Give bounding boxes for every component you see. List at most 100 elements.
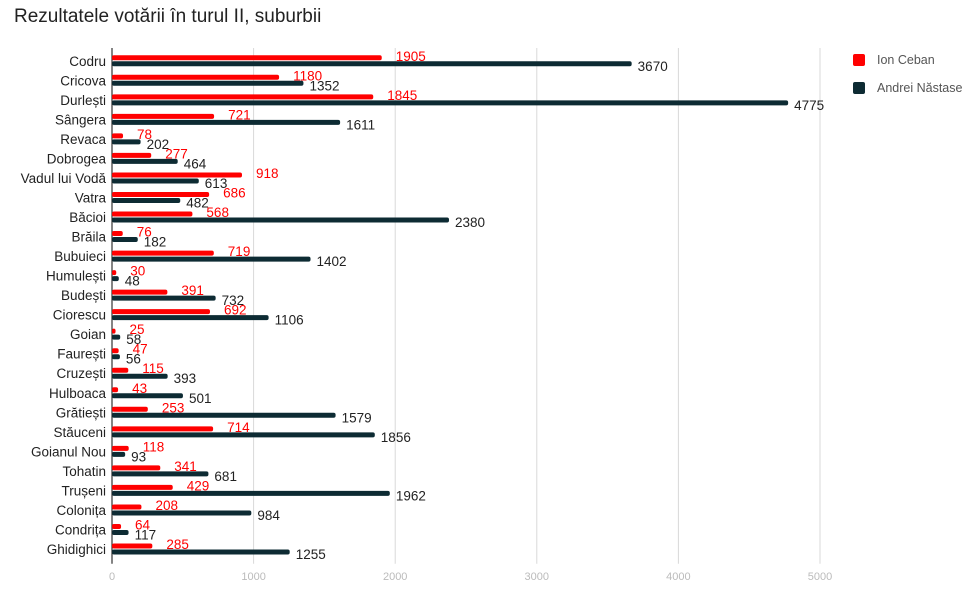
data-label-andrei-nastase: 58	[126, 332, 141, 347]
x-tick-label: 3000	[525, 571, 549, 583]
bar-ion-ceban	[112, 289, 168, 295]
data-label-ion-ceban: 64	[135, 517, 151, 532]
category-label: Băcioi	[69, 210, 106, 225]
category-label: Stăuceni	[53, 425, 106, 440]
bar-ion-ceban	[112, 484, 173, 490]
bar-andrei-nastase	[112, 354, 120, 360]
bar-ion-ceban	[112, 270, 117, 276]
bar-ion-ceban	[112, 94, 374, 100]
data-label-ion-ceban: 115	[142, 361, 164, 376]
category-label: Colonița	[56, 503, 106, 518]
data-label-andrei-nastase: 1962	[396, 488, 426, 503]
bar-ion-ceban	[112, 465, 161, 471]
category-label: Ghidighici	[47, 542, 106, 557]
data-label-ion-ceban: 721	[228, 107, 251, 122]
data-label-andrei-nastase: 1856	[381, 430, 411, 445]
data-label-ion-ceban: 47	[133, 342, 148, 357]
data-label-andrei-nastase: 501	[189, 391, 212, 406]
bar-ion-ceban	[112, 250, 214, 256]
bar-andrei-nastase	[112, 295, 216, 301]
bar-andrei-nastase	[112, 276, 119, 282]
bar-ion-ceban	[112, 348, 119, 354]
x-tick-label: 4000	[666, 571, 690, 583]
bar-andrei-nastase	[112, 197, 181, 203]
bar-andrei-nastase	[112, 471, 209, 477]
category-label: Faurești	[57, 347, 106, 362]
bar-ion-ceban	[112, 543, 153, 549]
bar-andrei-nastase	[112, 237, 138, 243]
data-label-ion-ceban: 1180	[293, 68, 322, 83]
bar-ion-ceban	[112, 172, 242, 178]
data-label-andrei-nastase: 182	[144, 235, 167, 250]
data-label-ion-ceban: 918	[256, 166, 279, 181]
data-label-ion-ceban: 118	[143, 439, 165, 454]
data-label-andrei-nastase: 3670	[638, 59, 668, 74]
legend-swatch	[853, 82, 865, 94]
data-label-ion-ceban: 714	[227, 420, 250, 435]
bar-ion-ceban	[112, 387, 119, 393]
bar-andrei-nastase	[112, 139, 141, 145]
category-label: Grătiești	[56, 405, 106, 420]
data-label-ion-ceban: 208	[155, 498, 178, 513]
data-label-ion-ceban: 692	[224, 303, 247, 318]
bar-ion-ceban	[112, 113, 215, 119]
bar-andrei-nastase	[112, 61, 632, 67]
bar-ion-ceban	[112, 504, 142, 510]
chart-title: Rezultatele votării în turul II, suburbi…	[14, 6, 322, 27]
bar-andrei-nastase	[112, 80, 304, 86]
bar-ion-ceban	[112, 133, 124, 139]
category-label: Sângera	[55, 112, 107, 127]
bar-ion-ceban	[112, 406, 148, 412]
category-label: Cruzești	[56, 366, 106, 381]
data-label-ion-ceban: 78	[137, 127, 152, 142]
x-tick-label: 5000	[808, 571, 832, 583]
legend-label: Ion Ceban	[877, 53, 935, 67]
bar-ion-ceban	[112, 152, 152, 158]
category-label: Condrița	[55, 522, 107, 537]
x-tick-label: 0	[109, 571, 115, 583]
category-label: Revaca	[60, 132, 106, 147]
data-label-andrei-nastase: 482	[186, 195, 209, 210]
category-label: Humulești	[46, 269, 106, 284]
data-label-andrei-nastase: 1402	[317, 254, 347, 269]
category-label: Vadul lui Vodă	[21, 171, 107, 186]
data-label-ion-ceban: 341	[174, 459, 197, 474]
bar-andrei-nastase	[112, 432, 375, 438]
data-label-andrei-nastase: 613	[205, 176, 228, 191]
data-label-andrei-nastase: 732	[222, 293, 245, 308]
category-label: Cricova	[60, 73, 106, 88]
bar-ion-ceban	[112, 445, 129, 451]
category-label: Bubuieci	[54, 249, 106, 264]
bar-ion-ceban	[112, 231, 123, 237]
data-label-andrei-nastase: 56	[126, 352, 141, 367]
bar-andrei-nastase	[112, 529, 129, 535]
data-label-andrei-nastase: 202	[147, 137, 170, 152]
bar-ion-ceban	[112, 328, 116, 334]
category-label: Codru	[69, 54, 106, 69]
category-label: Brăila	[71, 230, 106, 245]
category-label: Budești	[61, 288, 106, 303]
data-label-andrei-nastase: 1106	[275, 313, 304, 328]
data-label-ion-ceban: 429	[187, 478, 210, 493]
data-label-andrei-nastase: 1255	[296, 547, 326, 562]
data-label-ion-ceban: 391	[181, 283, 204, 298]
data-label-ion-ceban: 285	[166, 537, 189, 552]
bar-andrei-nastase	[112, 256, 311, 262]
bar-andrei-nastase	[112, 412, 336, 418]
data-label-andrei-nastase: 117	[135, 527, 157, 542]
bar-ion-ceban	[112, 211, 193, 217]
category-label: Hulboaca	[49, 386, 107, 401]
data-label-ion-ceban: 719	[228, 244, 251, 259]
data-label-andrei-nastase: 2380	[455, 215, 485, 230]
bar-ion-ceban	[112, 426, 214, 432]
data-label-ion-ceban: 43	[132, 381, 147, 396]
data-label-ion-ceban: 568	[206, 205, 229, 220]
bar-andrei-nastase	[112, 393, 183, 399]
legend-swatch	[853, 54, 865, 66]
data-label-ion-ceban: 30	[130, 264, 145, 279]
data-label-ion-ceban: 253	[162, 400, 185, 415]
bar-andrei-nastase	[112, 490, 390, 496]
category-label: Ciorescu	[53, 308, 106, 323]
bar-andrei-nastase	[112, 451, 126, 457]
